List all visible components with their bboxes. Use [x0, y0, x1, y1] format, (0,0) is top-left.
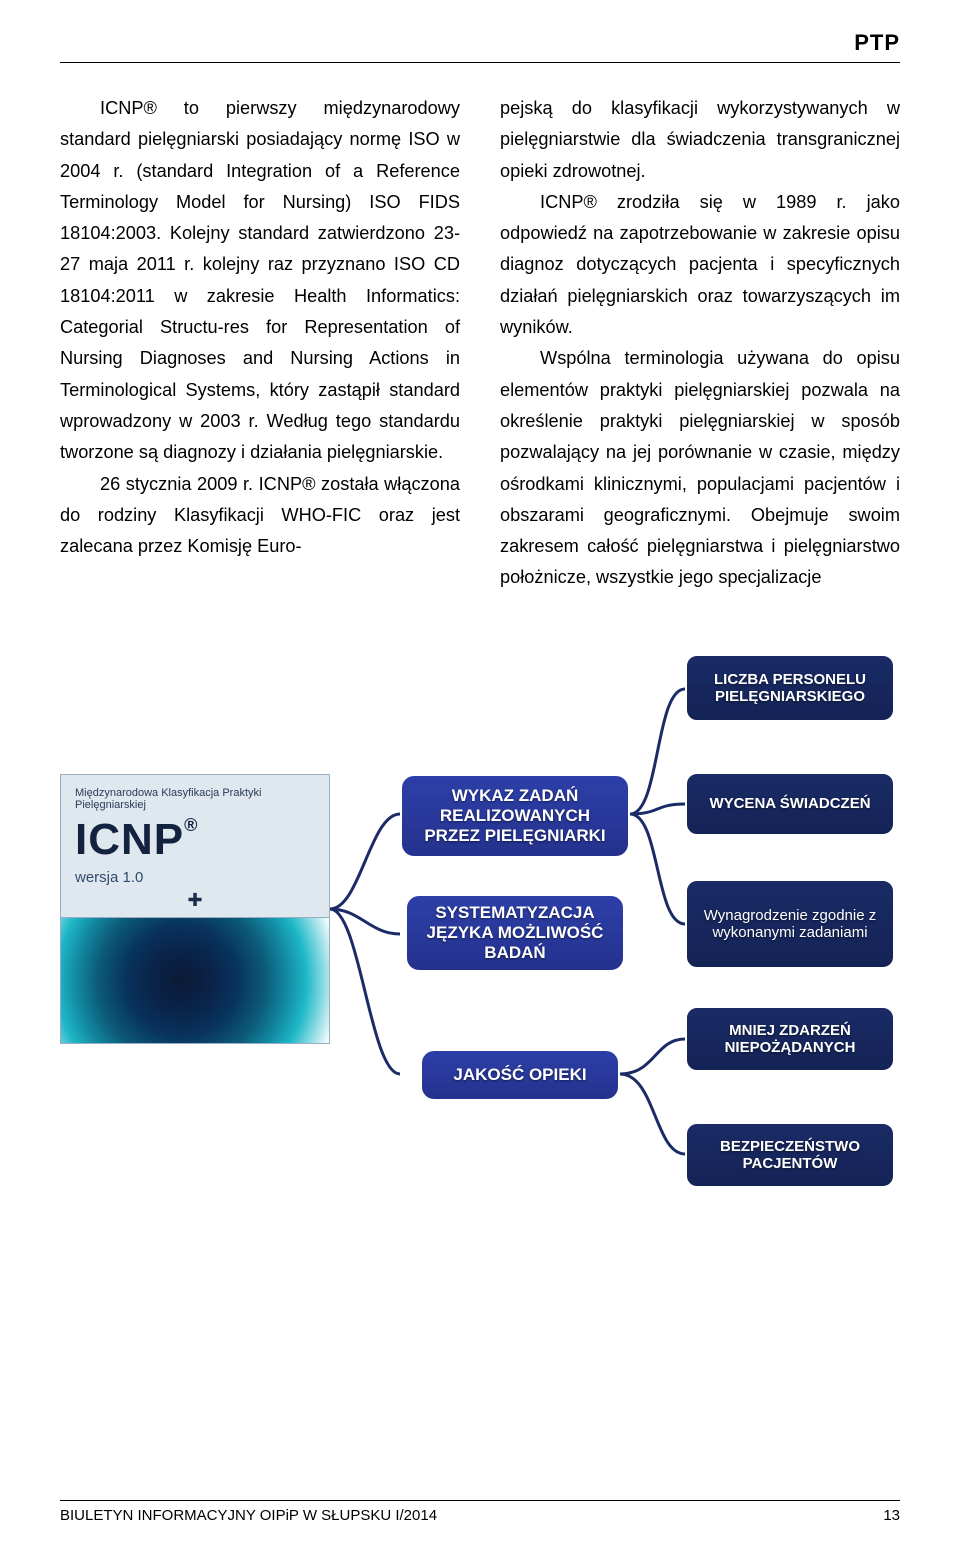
text-columns: ICNP® to pierwszy międzynarodowy standar…	[60, 93, 900, 594]
diagram-node-zdarzenia: MNIEJ ZDARZEŃ NIEPOŻĄDANYCH	[685, 1006, 895, 1072]
diagram-node-jakosc: JAKOŚĆ OPIEKI	[420, 1049, 620, 1101]
footer-rule	[60, 1500, 900, 1501]
diagram-node-wynagrodzenie: Wynagrodzenie zgodnie z wykonanymi zadan…	[685, 879, 895, 969]
header-section-label: PTP	[60, 30, 900, 56]
paragraph: ICNP® to pierwszy międzynarodowy standar…	[60, 93, 460, 469]
diagram-node-systematyzacja: SYSTEMATYZACJA JĘZYKA MOŻLIWOŚĆ BADAŃ	[405, 894, 625, 972]
right-column: pejską do klasyfikacji wykorzystywanych …	[500, 93, 900, 594]
diagram-node-bezpieczenstwo: BEZPIECZEŃSTWO PACJENTÓW	[685, 1122, 895, 1188]
diagram-node-wykaz: WYKAZ ZADAŃ REALIZOWANYCH PRZEZ PIELĘGNI…	[400, 774, 630, 858]
book-registered-mark: ®	[184, 815, 198, 835]
book-version: wersja 1.0	[61, 865, 329, 892]
footer-page-number: 13	[883, 1507, 900, 1524]
paragraph: ICNP® zrodziła się w 1989 r. jako odpowi…	[500, 187, 900, 343]
book-emblem-icon: ✚	[61, 890, 329, 911]
paragraph: pejską do klasyfikacji wykorzystywanych …	[500, 93, 900, 187]
book-cover: Międzynarodowa Klasyfikacja Praktyki Pie…	[60, 774, 330, 1044]
book-cover-art	[61, 917, 329, 1043]
page: PTP ICNP® to pierwszy międzynarodowy sta…	[0, 0, 960, 1552]
left-column: ICNP® to pierwszy międzynarodowy standar…	[60, 93, 460, 594]
book-subtitle: Międzynarodowa Klasyfikacja Praktyki Pie…	[61, 775, 329, 811]
paragraph: 26 stycznia 2009 r. ICNP® została włączo…	[60, 469, 460, 563]
paragraph: Wspólna terminologia używana do opisu el…	[500, 343, 900, 593]
diagram-node-personel: LICZBA PERSONELU PIELĘGNIARSKIEGO	[685, 654, 895, 722]
icnp-diagram: Międzynarodowa Klasyfikacja Praktyki Pie…	[60, 634, 900, 1214]
footer-line: BIULETYN INFORMACYJNY OIPiP W SŁUPSKU I/…	[60, 1507, 900, 1524]
book-title-text: ICNP	[75, 815, 184, 864]
footer: BIULETYN INFORMACYJNY OIPiP W SŁUPSKU I/…	[60, 1500, 900, 1524]
header-rule	[60, 62, 900, 63]
book-title: ICNP®	[61, 811, 329, 865]
footer-publication: BIULETYN INFORMACYJNY OIPiP W SŁUPSKU I/…	[60, 1507, 437, 1524]
diagram-node-wycena: WYCENA ŚWIADCZEŃ	[685, 772, 895, 836]
